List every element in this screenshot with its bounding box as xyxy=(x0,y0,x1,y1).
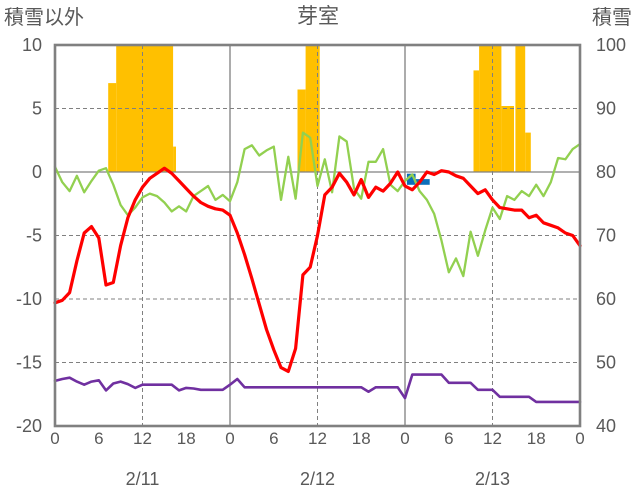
svg-text:0: 0 xyxy=(50,429,59,448)
svg-text:6: 6 xyxy=(94,429,103,448)
svg-text:6: 6 xyxy=(444,429,453,448)
svg-text:70: 70 xyxy=(596,226,616,246)
svg-text:5: 5 xyxy=(32,99,42,119)
svg-text:-15: -15 xyxy=(16,353,42,373)
svg-text:12: 12 xyxy=(308,429,327,448)
svg-text:18: 18 xyxy=(527,429,546,448)
svg-text:2/13: 2/13 xyxy=(475,469,510,489)
svg-text:80: 80 xyxy=(596,162,616,182)
svg-text:40: 40 xyxy=(596,416,616,436)
svg-text:2/11: 2/11 xyxy=(126,469,160,489)
svg-text:-10: -10 xyxy=(16,289,42,309)
svg-text:0: 0 xyxy=(32,162,42,182)
svg-text:0: 0 xyxy=(575,429,584,448)
svg-text:6: 6 xyxy=(269,429,278,448)
svg-text:50: 50 xyxy=(596,353,616,373)
svg-text:10: 10 xyxy=(22,35,42,55)
svg-text:-5: -5 xyxy=(26,226,42,246)
svg-text:90: 90 xyxy=(596,99,616,119)
svg-text:2/12: 2/12 xyxy=(300,469,335,489)
svg-text:0: 0 xyxy=(225,429,234,448)
svg-text:60: 60 xyxy=(596,289,616,309)
svg-text:0: 0 xyxy=(400,429,409,448)
svg-text:18: 18 xyxy=(352,429,371,448)
svg-text:積雪以外: 積雪以外 xyxy=(4,6,84,29)
svg-text:芽室: 芽室 xyxy=(297,5,339,28)
svg-text:100: 100 xyxy=(596,35,626,55)
svg-text:12: 12 xyxy=(133,429,152,448)
svg-text:12: 12 xyxy=(483,429,502,448)
svg-text:18: 18 xyxy=(177,429,196,448)
svg-text:積雪: 積雪 xyxy=(592,6,632,29)
svg-text:-20: -20 xyxy=(16,416,42,436)
